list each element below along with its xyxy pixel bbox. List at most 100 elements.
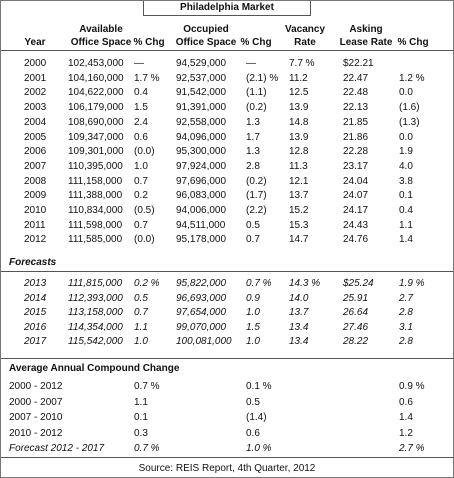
cell: 0.2 [134, 190, 148, 202]
rule [1, 457, 453, 458]
cell: 115,542,000 [68, 336, 123, 348]
cell: 94,511,000 [176, 219, 226, 231]
period: 2000 - 2012 [9, 381, 63, 392]
year: 2015 [24, 307, 47, 319]
cell: 22.13 [343, 102, 369, 114]
year: 2014 [24, 292, 47, 304]
cell: 24.07 [343, 190, 369, 202]
cell: 7.7 % [289, 58, 315, 69]
cell: 21.86 [343, 131, 369, 143]
cell: $25.24 [343, 278, 374, 289]
section-label: Forecasts [9, 257, 57, 268]
cell: 14.3 % [289, 278, 321, 289]
cell: 4.0 [399, 160, 413, 172]
cell: 2.8 [246, 160, 260, 172]
cell: (1.6) [399, 102, 420, 114]
cell: 1.5 [134, 102, 148, 114]
cell: 24.04 [343, 175, 369, 187]
cell: 102,453,000 [68, 58, 124, 69]
cell: 108,690,000 [68, 116, 124, 128]
rule [1, 50, 453, 51]
cell: 11.3 [289, 160, 308, 172]
period: Forecast 2012 - 2017 [9, 443, 105, 454]
cell: 0.7 [134, 307, 148, 319]
cell: — [134, 58, 144, 69]
cell: 1.2 % [399, 72, 425, 84]
cell: 13.7 [289, 307, 309, 319]
cell: 14.0 [289, 292, 309, 304]
year: 2017 [24, 336, 47, 348]
rule [1, 271, 453, 272]
section-label: Average Annual Compound Change [9, 363, 180, 374]
source: Source: REIS Report, 4th Quarter, 2012 [138, 463, 316, 474]
cell: (0.5) [134, 205, 155, 216]
cell: $22.21 [343, 58, 374, 69]
cell: 12.1 [289, 175, 309, 187]
period: 2010 - 2012 [9, 427, 63, 439]
cell: 1.3 [246, 146, 260, 158]
cell: 111,815,000 [68, 278, 123, 289]
cell: 24.76 [343, 234, 369, 246]
period: 2000 - 2007 [9, 396, 63, 408]
cell: 0.7 % [134, 443, 160, 454]
cell: 14.7 [289, 234, 309, 246]
cell: 113,158,000 [68, 307, 123, 319]
cell: 0.2 % [134, 278, 160, 289]
cell: — [246, 58, 256, 69]
year: 2008 [24, 175, 47, 187]
cell: 1.9 % [399, 278, 425, 289]
cell: 13.9 [289, 131, 309, 143]
cell: 26.64 [343, 307, 369, 319]
column-header: Asking [349, 24, 383, 35]
year: 2006 [24, 146, 47, 158]
cell: 13.4 [289, 321, 309, 333]
cell: 94,006,000 [176, 205, 227, 216]
cell: 0.6 [399, 396, 413, 408]
cell: 0.4 [399, 205, 413, 216]
cell: 0.9 % [399, 381, 425, 392]
year: 2010 [24, 205, 47, 216]
cell: 1.0 [246, 336, 260, 348]
column-header: % Chg [133, 37, 165, 48]
cell: 1.2 [399, 427, 413, 439]
cell: 1.7 [246, 131, 260, 143]
cell: 95,300,000 [176, 146, 227, 158]
cell: (1.7) [246, 190, 267, 202]
cell: 111,158,000 [68, 175, 123, 187]
cell: (1.4) [246, 412, 267, 423]
cell: 24.17 [343, 205, 369, 216]
cell: 0.4 [134, 87, 148, 99]
cell: 21.85 [343, 116, 369, 128]
cell: (2.2) [246, 205, 267, 216]
cell: 0.1 % [246, 381, 272, 392]
cell: 97,924,000 [176, 160, 227, 172]
column-header: Available [79, 24, 123, 35]
cell: 3.8 [399, 175, 413, 187]
cell: 28.22 [343, 336, 369, 348]
cell: 25.91 [343, 292, 369, 304]
cell: 104,622,000 [68, 87, 124, 99]
cell: 112,393,000 [68, 292, 123, 304]
cell: 1.1 [134, 321, 148, 333]
cell: 23.17 [343, 160, 369, 172]
title: Philadelphia Market [143, 1, 311, 16]
cell: 0.3 [134, 427, 148, 439]
cell: 0.7 % [246, 278, 272, 289]
column-header: Vacancy [284, 24, 326, 35]
cell: (1.1) [246, 87, 267, 99]
cell: 22.28 [343, 146, 369, 158]
cell: 111,585,000 [68, 234, 123, 246]
cell: 0.0 [399, 87, 413, 99]
year: 2012 [24, 234, 47, 246]
cell: 27.46 [343, 321, 369, 333]
cell: 13.7 [289, 190, 309, 202]
cell: 111,388,000 [68, 190, 123, 202]
cell: 96,693,000 [176, 292, 227, 304]
cell: 1.7 % [134, 72, 160, 84]
period: 2007 - 2010 [9, 412, 63, 423]
column-header: Lease Rate [339, 37, 393, 48]
cell: 12.8 [289, 146, 309, 158]
cell: 11.2 [289, 72, 308, 84]
cell: 1.9 [399, 146, 413, 158]
